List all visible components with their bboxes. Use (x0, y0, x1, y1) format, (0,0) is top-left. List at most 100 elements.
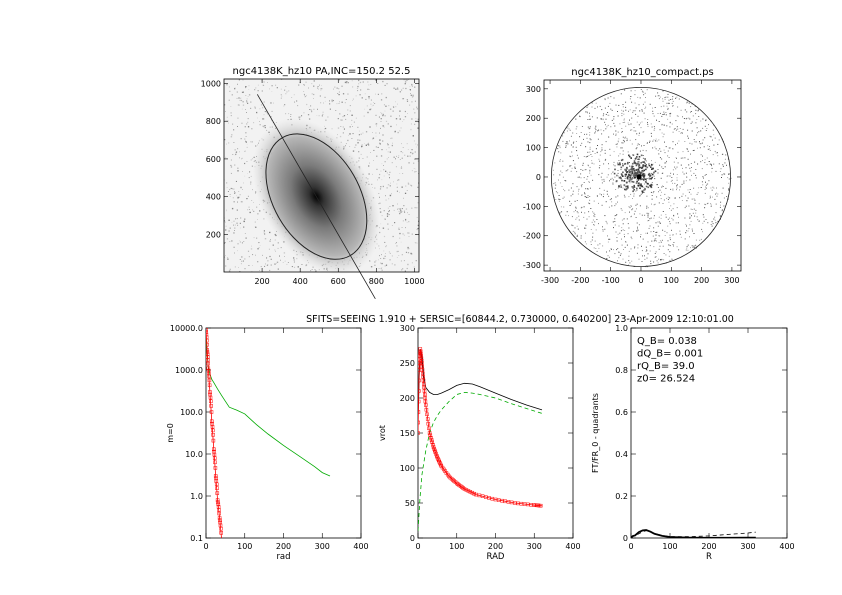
data-point (207, 374, 211, 379)
x-tick-label: 800 (369, 277, 384, 286)
data-point (209, 399, 213, 404)
data-point (420, 364, 424, 369)
data-point (519, 501, 524, 506)
major-axis-line (257, 94, 376, 300)
data-point (217, 511, 221, 516)
data-point (474, 492, 478, 497)
y-tick-label: 0 (536, 173, 541, 182)
y-tick-label: 300 (526, 85, 541, 94)
x-tick-label: 400 (293, 277, 308, 286)
y-tick-label: 0 (410, 534, 415, 543)
y-tick-label: 10.0 (185, 450, 203, 459)
data-point (426, 421, 431, 426)
data-point (419, 351, 423, 356)
data-point (215, 491, 220, 495)
x-tick-label: -300 (541, 276, 559, 285)
image-panels: 200 400 600 800 10002004006008001000ngc4138K… (201, 66, 742, 300)
data-point (418, 399, 421, 404)
data-point (418, 378, 421, 383)
data-point (418, 350, 422, 355)
plot-panel-2: 0 100 200 300 400 0.1 1.0 10.0 100.0 1000.0 10000.… (166, 324, 369, 562)
series-group (418, 347, 543, 532)
data-point (418, 349, 423, 354)
data-point (419, 354, 423, 358)
data-point (208, 395, 213, 400)
data-point (422, 389, 427, 393)
y-tick-label: -200 (523, 232, 541, 241)
data-point (427, 431, 432, 435)
data-point (496, 498, 501, 502)
data-point (418, 420, 420, 425)
map-boundary (550, 86, 732, 267)
data-point (219, 526, 223, 531)
x-tick-label: 200 (254, 277, 269, 286)
data-point (212, 456, 217, 460)
plot-panels: 0 100 200 300 4000.11.010.0100.01000.010000.… (166, 324, 795, 562)
data-point (431, 445, 436, 449)
data-point (215, 498, 220, 502)
x-tick-label: -100 (602, 276, 620, 285)
data-point (427, 426, 431, 431)
data-point (206, 358, 210, 362)
series-line-1 (631, 530, 756, 538)
map-frame (543, 79, 742, 272)
data-point (213, 474, 218, 478)
y-tick-label: 100 (400, 464, 415, 473)
data-point (219, 531, 223, 535)
data-point (216, 502, 221, 507)
data-point (211, 433, 215, 437)
data-point (215, 486, 219, 490)
x-axis-label: RAD (487, 552, 505, 562)
data-point (212, 447, 216, 451)
y-tick-label: 400 (206, 193, 221, 202)
data-point (206, 348, 209, 352)
x-axis-label: rad (276, 552, 290, 562)
y-tick-label: 200 (400, 394, 415, 403)
data-point (423, 396, 427, 400)
series-line-1 (206, 329, 222, 538)
y-tick-label: 200 (526, 114, 541, 123)
figure-header: SFITS=SEEING 1.910 + SERSIC=[60844.2, 0.… (306, 314, 734, 325)
data-point (419, 358, 424, 363)
data-point (218, 518, 222, 522)
data-point (429, 438, 434, 442)
x-tick-label: 400 (779, 542, 794, 551)
data-point (217, 508, 221, 512)
x-tick-label: 200 (694, 276, 709, 285)
series-line-0 (418, 348, 543, 420)
data-point (211, 438, 216, 443)
data-point (422, 385, 426, 390)
panel-title: ngc4138K_hz10 PA,INC=150.2 52.5 (233, 66, 411, 77)
x-tick-label: 0 (203, 542, 208, 551)
data-point (206, 330, 208, 334)
y-tick-label: 100.0 (180, 408, 203, 417)
x-tick-label: 300 (315, 542, 330, 551)
data-point (418, 347, 423, 351)
y-tick-label: 1.0 (190, 492, 203, 501)
y-tick-label: 0.4 (615, 450, 628, 459)
data-point (428, 433, 433, 438)
x-tick-label: 100 (664, 276, 679, 285)
series-line-2 (418, 348, 543, 507)
data-point (216, 500, 220, 504)
x-tick-label: 200 (276, 542, 291, 551)
y-tick-label: 0.6 (615, 408, 628, 417)
y-tick-label: 800 (206, 117, 221, 126)
y-tick-label: -100 (523, 202, 541, 211)
y-tick-label: 300 (400, 324, 415, 333)
plot-axes: 0 100 200 300 400 0 50 100 150 200 250 300 (400, 324, 581, 551)
galaxy-body (252, 94, 381, 300)
plot-panel-3: 0 100 200 300 400 0 50 100 150 200 250 300 RAD vrot (378, 324, 581, 562)
y-axis-label: m=0 (166, 423, 175, 443)
data-point (209, 404, 213, 408)
map-center (636, 174, 642, 180)
data-point (423, 392, 427, 397)
data-point (206, 328, 208, 332)
data-point (420, 368, 425, 372)
data-point (470, 490, 475, 495)
data-point (210, 425, 215, 429)
y-tick-label: 0.1 (190, 534, 203, 543)
y-tick-label: -300 (523, 261, 541, 270)
plot-panel-4: 0 100 200 300 400 0 0.2 0.4 0.6 0.8 1.0 R FT/FR_0 - … (591, 324, 795, 562)
